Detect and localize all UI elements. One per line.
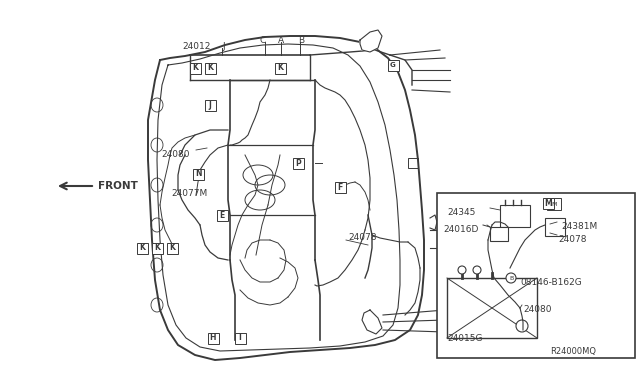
Text: K: K [169, 244, 175, 253]
Text: K: K [207, 64, 213, 73]
Text: K: K [277, 64, 283, 73]
Bar [136, 243, 147, 253]
Text: 08146-B162G: 08146-B162G [520, 278, 582, 287]
Text: C: C [260, 36, 266, 45]
Text: M: M [551, 202, 557, 206]
Text: G: G [390, 62, 396, 68]
Text: K: K [192, 64, 198, 73]
Text: 24080: 24080 [161, 150, 189, 159]
Polygon shape [360, 30, 382, 52]
Text: 24080: 24080 [523, 305, 552, 314]
Bar [500, 205, 530, 227]
Bar [275, 62, 285, 74]
Bar [207, 333, 218, 343]
Text: K: K [154, 244, 160, 253]
Text: E: E [220, 211, 225, 219]
Text: 24381M: 24381M [561, 222, 597, 231]
Bar [189, 62, 200, 74]
Bar [205, 62, 216, 74]
Text: 24078: 24078 [558, 235, 586, 244]
Text: FRONT: FRONT [98, 181, 138, 191]
Text: B: B [509, 276, 513, 280]
Text: F: F [337, 183, 342, 192]
Text: 24015G: 24015G [447, 334, 483, 343]
Text: P: P [295, 158, 301, 167]
Circle shape [458, 266, 466, 274]
Text: J: J [222, 42, 225, 51]
Circle shape [516, 320, 528, 332]
Text: 24077M: 24077M [171, 189, 207, 198]
Text: I: I [239, 334, 241, 343]
Bar [437, 193, 635, 358]
Polygon shape [362, 310, 382, 334]
Text: N: N [195, 170, 201, 179]
Bar [292, 157, 303, 169]
Circle shape [473, 266, 481, 274]
Bar [545, 218, 565, 236]
Bar [234, 333, 246, 343]
Text: K: K [139, 244, 145, 253]
Bar [335, 182, 346, 192]
Text: 24012: 24012 [182, 42, 211, 51]
Text: H: H [210, 334, 216, 343]
Text: B: B [298, 36, 304, 45]
Bar [193, 169, 204, 180]
Text: R24000MQ: R24000MQ [550, 347, 596, 356]
Text: M: M [544, 199, 552, 208]
Bar [166, 243, 177, 253]
Bar [387, 60, 399, 71]
Bar [547, 198, 561, 210]
Bar [216, 209, 227, 221]
Bar [152, 243, 163, 253]
Text: J: J [209, 100, 211, 109]
Bar [543, 198, 554, 208]
Text: A: A [278, 36, 284, 45]
Bar [408, 158, 418, 168]
Text: 24078: 24078 [348, 233, 376, 242]
Bar [447, 278, 537, 338]
Text: 24016D: 24016D [443, 225, 478, 234]
Bar [490, 227, 508, 241]
Text: 24345: 24345 [447, 208, 476, 217]
Circle shape [506, 273, 516, 283]
Bar [205, 99, 216, 110]
